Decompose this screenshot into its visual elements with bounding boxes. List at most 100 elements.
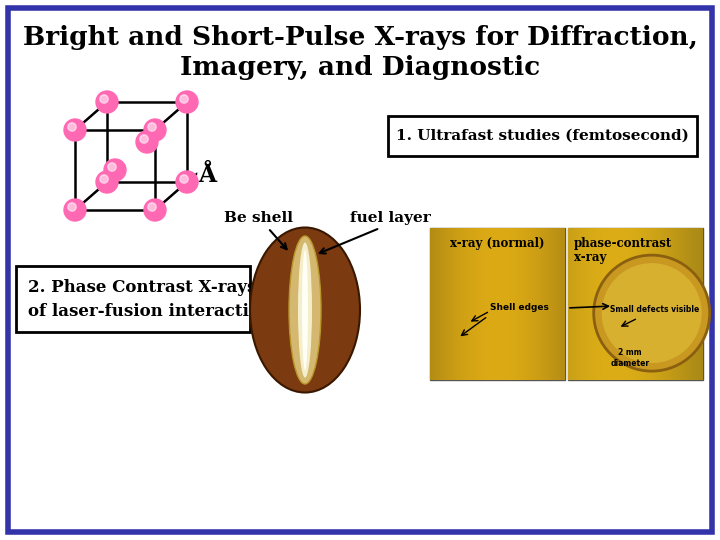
FancyBboxPatch shape xyxy=(512,228,513,380)
FancyBboxPatch shape xyxy=(552,228,553,380)
FancyBboxPatch shape xyxy=(619,228,620,380)
FancyBboxPatch shape xyxy=(509,228,510,380)
FancyBboxPatch shape xyxy=(482,228,483,380)
FancyBboxPatch shape xyxy=(684,228,685,380)
FancyBboxPatch shape xyxy=(673,228,674,380)
FancyBboxPatch shape xyxy=(586,228,587,380)
FancyBboxPatch shape xyxy=(701,228,702,380)
FancyBboxPatch shape xyxy=(664,228,665,380)
FancyBboxPatch shape xyxy=(523,228,524,380)
FancyBboxPatch shape xyxy=(559,228,560,380)
FancyBboxPatch shape xyxy=(600,228,601,380)
FancyBboxPatch shape xyxy=(557,228,558,380)
Circle shape xyxy=(108,163,116,171)
FancyBboxPatch shape xyxy=(598,228,599,380)
Circle shape xyxy=(180,175,188,183)
Circle shape xyxy=(144,199,166,221)
FancyBboxPatch shape xyxy=(614,228,615,380)
FancyBboxPatch shape xyxy=(549,228,550,380)
FancyBboxPatch shape xyxy=(462,228,463,380)
FancyBboxPatch shape xyxy=(687,228,688,380)
Circle shape xyxy=(148,123,156,131)
FancyBboxPatch shape xyxy=(505,228,506,380)
FancyBboxPatch shape xyxy=(672,228,673,380)
Circle shape xyxy=(176,171,198,193)
FancyBboxPatch shape xyxy=(692,228,693,380)
FancyBboxPatch shape xyxy=(681,228,682,380)
Circle shape xyxy=(68,123,76,131)
FancyBboxPatch shape xyxy=(689,228,690,380)
FancyBboxPatch shape xyxy=(581,228,582,380)
FancyBboxPatch shape xyxy=(663,228,664,380)
FancyBboxPatch shape xyxy=(608,228,609,380)
Ellipse shape xyxy=(250,227,360,393)
FancyBboxPatch shape xyxy=(543,228,544,380)
FancyBboxPatch shape xyxy=(430,228,431,380)
FancyBboxPatch shape xyxy=(533,228,534,380)
FancyBboxPatch shape xyxy=(651,228,652,380)
FancyBboxPatch shape xyxy=(499,228,500,380)
FancyBboxPatch shape xyxy=(568,228,703,380)
FancyBboxPatch shape xyxy=(463,228,464,380)
Text: 2. Phase Contrast X-rays: 2. Phase Contrast X-rays xyxy=(28,280,256,296)
FancyBboxPatch shape xyxy=(524,228,525,380)
FancyBboxPatch shape xyxy=(577,228,578,380)
FancyBboxPatch shape xyxy=(700,228,701,380)
FancyBboxPatch shape xyxy=(688,228,689,380)
FancyBboxPatch shape xyxy=(478,228,479,380)
FancyBboxPatch shape xyxy=(678,228,679,380)
FancyBboxPatch shape xyxy=(479,228,480,380)
FancyBboxPatch shape xyxy=(671,228,672,380)
FancyBboxPatch shape xyxy=(525,228,526,380)
FancyBboxPatch shape xyxy=(670,228,671,380)
FancyBboxPatch shape xyxy=(694,228,695,380)
Ellipse shape xyxy=(298,242,312,377)
FancyBboxPatch shape xyxy=(508,228,509,380)
FancyBboxPatch shape xyxy=(507,228,508,380)
FancyBboxPatch shape xyxy=(560,228,561,380)
FancyBboxPatch shape xyxy=(699,228,700,380)
FancyBboxPatch shape xyxy=(647,228,648,380)
FancyBboxPatch shape xyxy=(588,228,589,380)
FancyBboxPatch shape xyxy=(439,228,440,380)
FancyBboxPatch shape xyxy=(556,228,557,380)
FancyBboxPatch shape xyxy=(657,228,658,380)
FancyBboxPatch shape xyxy=(442,228,443,380)
FancyBboxPatch shape xyxy=(486,228,487,380)
FancyBboxPatch shape xyxy=(536,228,537,380)
Circle shape xyxy=(140,135,148,143)
FancyBboxPatch shape xyxy=(618,228,619,380)
FancyBboxPatch shape xyxy=(639,228,640,380)
FancyBboxPatch shape xyxy=(477,228,478,380)
FancyBboxPatch shape xyxy=(456,228,457,380)
FancyBboxPatch shape xyxy=(515,228,516,380)
Text: 2 mm
diameter: 2 mm diameter xyxy=(611,348,649,368)
FancyBboxPatch shape xyxy=(537,228,538,380)
FancyBboxPatch shape xyxy=(495,228,496,380)
Text: 1. Ultrafast studies (femtosecond): 1. Ultrafast studies (femtosecond) xyxy=(396,129,689,143)
Text: Small defects visible: Small defects visible xyxy=(610,306,699,314)
FancyBboxPatch shape xyxy=(514,228,515,380)
FancyBboxPatch shape xyxy=(467,228,468,380)
FancyBboxPatch shape xyxy=(610,228,611,380)
FancyBboxPatch shape xyxy=(668,228,669,380)
FancyBboxPatch shape xyxy=(691,228,692,380)
FancyBboxPatch shape xyxy=(635,228,636,380)
FancyBboxPatch shape xyxy=(634,228,635,380)
FancyBboxPatch shape xyxy=(527,228,528,380)
FancyBboxPatch shape xyxy=(632,228,633,380)
FancyBboxPatch shape xyxy=(458,228,459,380)
FancyBboxPatch shape xyxy=(580,228,581,380)
FancyBboxPatch shape xyxy=(488,228,489,380)
FancyBboxPatch shape xyxy=(504,228,505,380)
FancyBboxPatch shape xyxy=(613,228,614,380)
FancyBboxPatch shape xyxy=(511,228,512,380)
FancyBboxPatch shape xyxy=(547,228,548,380)
FancyBboxPatch shape xyxy=(674,228,675,380)
FancyBboxPatch shape xyxy=(569,228,570,380)
FancyBboxPatch shape xyxy=(447,228,448,380)
FancyBboxPatch shape xyxy=(457,228,458,380)
FancyBboxPatch shape xyxy=(521,228,522,380)
FancyBboxPatch shape xyxy=(551,228,552,380)
FancyBboxPatch shape xyxy=(595,228,596,380)
